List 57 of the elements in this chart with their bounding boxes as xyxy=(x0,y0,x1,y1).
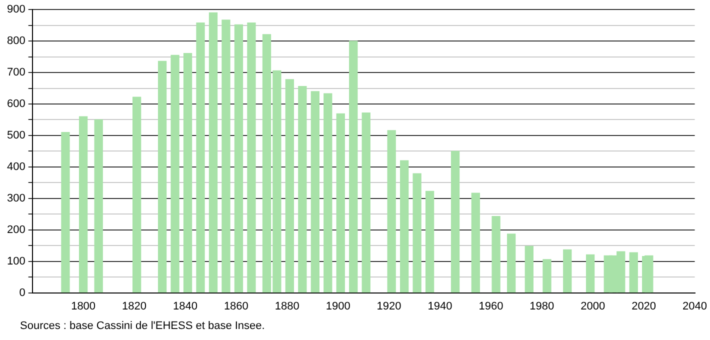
y-tick-label: 900 xyxy=(6,4,26,16)
bar xyxy=(542,259,552,293)
bar xyxy=(324,93,332,293)
y-tick-label: 0 xyxy=(19,286,26,299)
bar xyxy=(629,252,638,293)
bar xyxy=(387,130,396,293)
bar xyxy=(642,256,651,293)
bar xyxy=(158,60,167,293)
y-tick-label: 400 xyxy=(6,160,26,173)
source-note: Sources : base Cassini de l'EHESS et base Insee. xyxy=(20,320,265,332)
y-tick-label: 800 xyxy=(6,35,26,48)
x-tick-label: 1980 xyxy=(530,300,554,312)
bar xyxy=(400,160,409,293)
x-tick-label: 1940 xyxy=(428,300,452,312)
x-tick-label: 1960 xyxy=(478,300,504,312)
x-tick-label: 1920 xyxy=(376,300,402,312)
x-tick-label: 2040 xyxy=(682,300,708,312)
x-tick-label: 2020 xyxy=(632,300,656,312)
x-tick-label: 1820 xyxy=(122,300,147,312)
bar xyxy=(362,112,370,293)
bar xyxy=(492,216,500,293)
x-tick-label: 1880 xyxy=(274,300,300,312)
bar xyxy=(208,12,218,293)
x-tick-label: 1860 xyxy=(224,300,248,312)
bar xyxy=(222,20,230,293)
bar xyxy=(196,22,205,293)
bar xyxy=(94,119,103,293)
bar xyxy=(132,96,142,293)
bar xyxy=(450,150,460,293)
x-tick-label: 1900 xyxy=(326,300,350,312)
bar xyxy=(524,246,534,293)
bar xyxy=(336,113,345,293)
bar xyxy=(349,40,358,293)
bar xyxy=(425,190,434,293)
y-tick-label: 500 xyxy=(6,130,26,142)
x-tick-label: 2000 xyxy=(580,300,606,312)
bar xyxy=(471,192,480,293)
bar xyxy=(586,254,595,293)
x-tick-label: 1800 xyxy=(71,300,96,312)
x-tick-label: 1840 xyxy=(172,300,198,312)
bar xyxy=(563,249,572,293)
bar xyxy=(234,24,244,293)
y-tick-label: 300 xyxy=(6,192,26,204)
bar xyxy=(78,116,88,293)
y-tick-label: 200 xyxy=(6,224,26,236)
bar xyxy=(298,86,307,293)
bar xyxy=(247,22,256,293)
bar xyxy=(285,79,294,293)
y-tick-label: 600 xyxy=(6,98,26,110)
bar xyxy=(412,173,422,293)
bar xyxy=(310,91,320,293)
y-tick-label: 100 xyxy=(6,255,26,268)
bar xyxy=(170,54,180,293)
bar xyxy=(183,53,192,293)
bar xyxy=(61,132,70,293)
bar xyxy=(507,234,516,293)
y-tick-label: 700 xyxy=(6,66,26,79)
